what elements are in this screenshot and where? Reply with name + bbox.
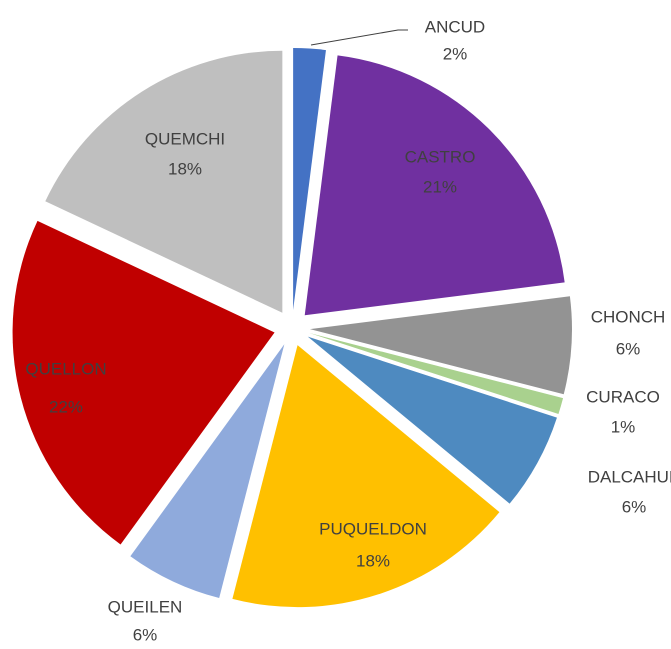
pie-slice <box>232 345 500 608</box>
pie-slice <box>307 336 557 504</box>
value-label: 18% <box>356 551 390 570</box>
pie-slice <box>293 48 326 311</box>
slice-label: CHONCH <box>591 307 666 326</box>
value-label: 6% <box>133 625 158 644</box>
value-label: 6% <box>622 497 647 516</box>
slice-label: ANCUD <box>425 17 485 36</box>
slice-label: QUELLON <box>25 359 106 378</box>
pie-slice <box>304 55 565 316</box>
slice-label: CASTRO <box>405 147 476 166</box>
slice-label: CURACO <box>586 387 660 406</box>
slice-label: QUEILEN <box>108 597 183 616</box>
slice-label: PUQUELDON <box>319 519 427 538</box>
slice-label: QUEMCHI <box>145 129 225 148</box>
pie-slice <box>309 333 564 414</box>
pie-slice <box>309 296 572 395</box>
pie-slice <box>130 344 285 599</box>
value-label: 22% <box>49 397 83 416</box>
pie-slice <box>45 50 283 313</box>
value-label: 1% <box>611 417 636 436</box>
leader-line <box>310 29 408 46</box>
value-label: 2% <box>443 44 468 63</box>
pie-slice <box>12 220 275 545</box>
value-label: 6% <box>616 339 641 358</box>
slice-label: DALCAHUE <box>588 467 671 486</box>
value-label: 18% <box>168 159 202 178</box>
value-label: 21% <box>423 177 457 196</box>
